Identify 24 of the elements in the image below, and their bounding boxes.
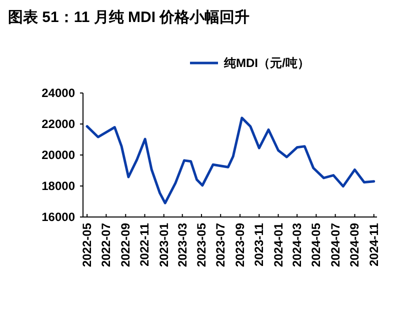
x-tick-label: 2023-09 xyxy=(233,222,248,268)
x-tick-label: 2024-07 xyxy=(328,222,342,268)
y-tick-label: 16000 xyxy=(42,210,76,224)
legend-label: 纯MDI（元/吨） xyxy=(223,56,310,70)
x-tick-label: 2023-03 xyxy=(175,222,190,268)
x-tick-label: 2023-01 xyxy=(156,222,171,268)
x-tick-label: 2024-01 xyxy=(271,222,286,268)
line-series xyxy=(86,116,376,204)
chart-title: 图表 51：11 月纯 MDI 价格小幅回升 xyxy=(8,9,250,26)
x-tick-label: 2024-11 xyxy=(366,222,381,266)
y-tick-label: 18000 xyxy=(42,179,76,193)
x-tick-label: 2023-07 xyxy=(214,222,228,268)
x-tick-label: 2024-03 xyxy=(290,222,304,268)
y-tick-label: 22000 xyxy=(42,117,76,131)
x-tick-label: 2024-09 xyxy=(348,222,362,268)
x-tick-label: 2022-05 xyxy=(80,222,94,268)
y-tick-label: 20000 xyxy=(42,148,76,162)
x-tick-label: 2022-07 xyxy=(99,222,114,268)
x-tick-label: 2024-05 xyxy=(309,222,324,268)
x-tick-label: 2022-09 xyxy=(118,222,133,268)
x-tick-label: 2023-05 xyxy=(194,222,208,268)
x-tick-label: 2022-11 xyxy=(138,222,152,266)
x-tick-label: 2023-11 xyxy=(252,222,266,266)
y-tick-label: 24000 xyxy=(42,86,76,100)
